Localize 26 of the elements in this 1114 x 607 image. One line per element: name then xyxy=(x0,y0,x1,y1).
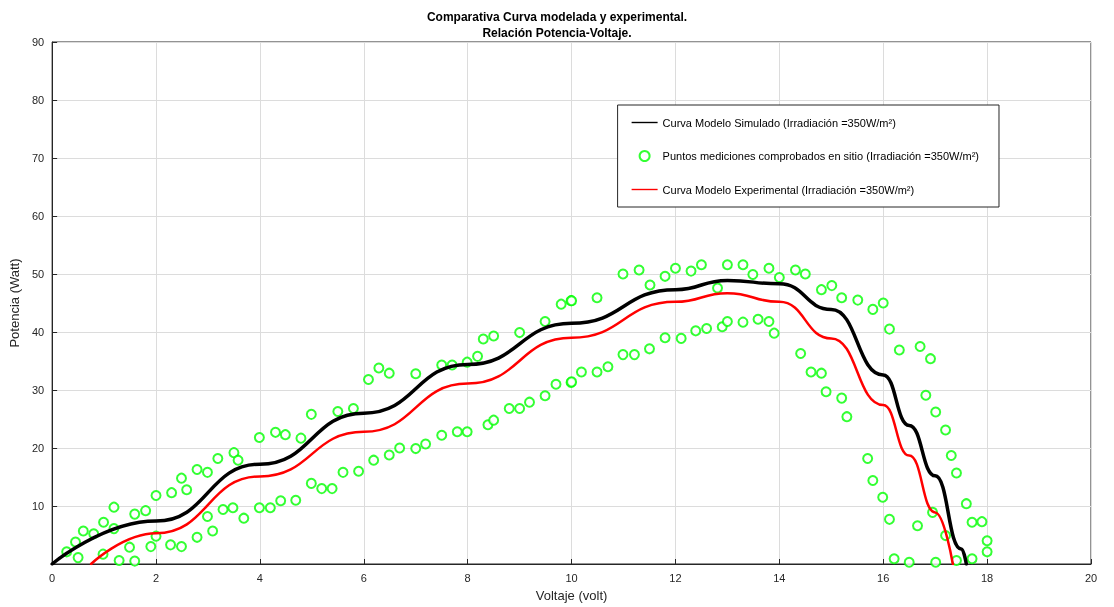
x-tick-label: 2 xyxy=(152,571,160,584)
x-tick-label: 16 xyxy=(877,571,890,584)
x-tick-label: 0 xyxy=(49,571,56,584)
x-tick-label: 12 xyxy=(669,571,682,584)
legend-label: Puntos mediciones comprobados en sitio (Irradiación =350W/m²) xyxy=(662,150,980,162)
x-axis-title: Voltaje (volt) xyxy=(535,588,608,603)
x-tick-label: 4 xyxy=(256,571,263,584)
x-tick-label: 20 xyxy=(1084,571,1098,584)
y-tick-label: 30 xyxy=(31,384,45,396)
legend-label: Curva Modelo Experimental (Irradiación =350W/m²) xyxy=(662,183,915,196)
x-tick-label: 6 xyxy=(360,571,367,584)
chart-title: Comparativa Curva modelada y experimental. Relación Potencia-Voltaje. xyxy=(426,10,688,40)
y-tick-label: 60 xyxy=(31,210,45,222)
y-tick-label: 50 xyxy=(31,268,45,280)
x-tick-label: 8 xyxy=(464,571,471,584)
x-tick-label: 18 xyxy=(980,571,994,584)
legend-label: Curva Modelo Simulado (Irradiación =350W/m²) xyxy=(662,116,896,129)
y-tick-label: 40 xyxy=(31,326,45,338)
x-tick-label: 10 xyxy=(565,571,578,584)
y-tick-label: 80 xyxy=(31,94,45,106)
y-axis-title: Potencia (Watt) xyxy=(7,258,22,348)
y-tick-label: 70 xyxy=(31,152,45,164)
x-tick-label: 14 xyxy=(773,571,786,584)
y-tick-label: 10 xyxy=(31,500,45,512)
y-tick-label: 20 xyxy=(31,442,45,454)
y-tick-label: 90 xyxy=(31,36,45,48)
